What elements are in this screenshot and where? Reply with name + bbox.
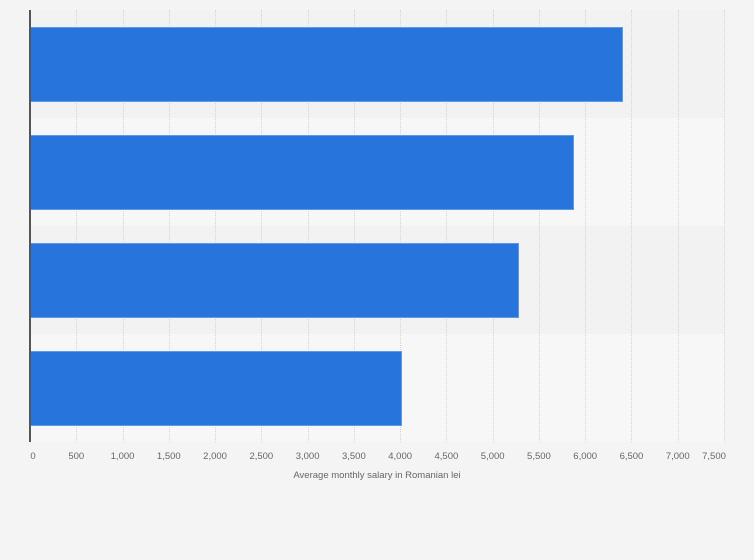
x-tick-label: 1,000 — [110, 451, 135, 462]
gridline — [724, 10, 725, 442]
x-tick-label: 3,000 — [295, 451, 320, 462]
bar[interactable] — [30, 134, 575, 210]
x-tick-label: 6,500 — [619, 451, 644, 462]
gridline — [677, 10, 679, 442]
gridline — [631, 10, 633, 442]
gridline — [585, 10, 587, 442]
gridline — [215, 10, 217, 442]
bar[interactable] — [30, 242, 520, 318]
gridline — [122, 10, 124, 442]
gridline — [353, 10, 355, 442]
bar[interactable] — [30, 26, 624, 102]
gridline — [446, 10, 448, 442]
x-tick-label: 4,000 — [388, 451, 413, 462]
x-tick-label: 4,500 — [434, 451, 459, 462]
x-tick-label: 500 — [68, 451, 85, 462]
x-tick-label: 0 — [30, 451, 36, 462]
x-tick-label: 2,000 — [203, 451, 227, 462]
x-tick-label: 7,000 — [665, 451, 690, 462]
x-tick-label: 1,500 — [156, 451, 181, 462]
bar[interactable] — [30, 350, 402, 426]
x-tick-label: 5,000 — [480, 451, 505, 462]
y-axis-line — [29, 10, 31, 442]
x-tick-label: 7,500 — [702, 451, 726, 462]
gridline — [538, 10, 540, 442]
x-tick-label: 5,500 — [527, 451, 551, 462]
gridline — [307, 10, 309, 442]
x-tick-label: 3,500 — [341, 451, 366, 462]
x-axis-label: Average monthly salary in Romanian lei — [293, 470, 461, 481]
gridline — [168, 10, 170, 442]
gridline — [76, 10, 78, 442]
gridline — [400, 10, 402, 442]
gridline — [492, 10, 494, 442]
plot-area — [30, 10, 725, 442]
x-tick-label: 6,000 — [573, 451, 598, 462]
gridline — [261, 10, 263, 442]
x-tick-label: 2,500 — [249, 451, 274, 462]
